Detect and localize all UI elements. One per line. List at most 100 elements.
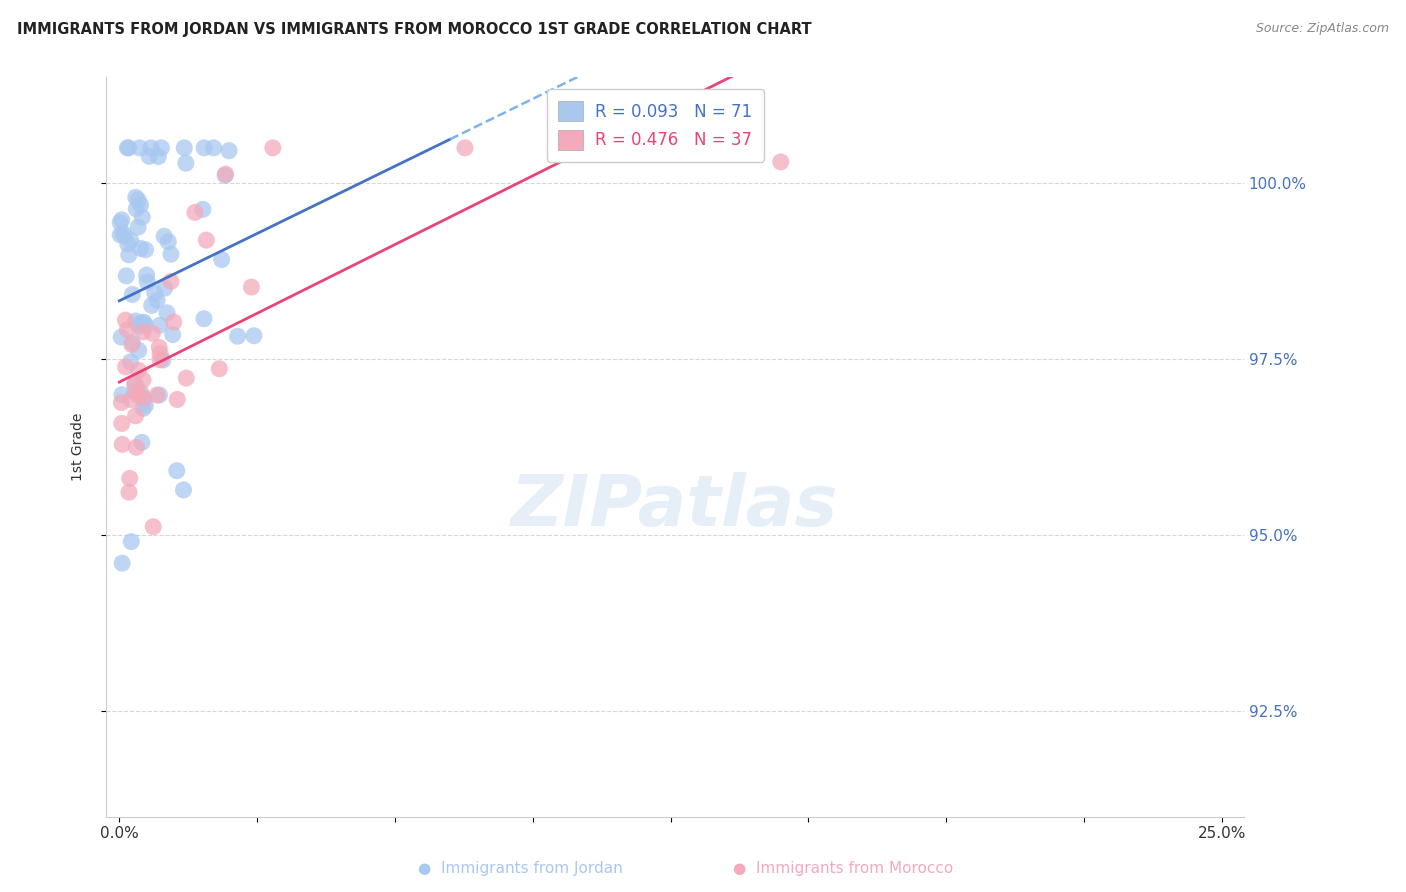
Point — [121, 337, 143, 351]
Point — [129, 241, 152, 255]
Point — [128, 319, 150, 334]
Point — [128, 363, 150, 377]
Point — [156, 306, 179, 320]
Point — [125, 202, 148, 216]
Point — [149, 352, 172, 367]
Point — [118, 471, 141, 485]
Point — [127, 220, 149, 235]
Point — [125, 440, 148, 454]
Point — [208, 361, 231, 376]
Point — [128, 343, 150, 358]
Point — [134, 398, 156, 412]
Point — [111, 226, 134, 240]
Point — [153, 281, 176, 295]
Point — [120, 233, 142, 247]
Point — [120, 355, 142, 369]
Point — [193, 141, 215, 155]
Point — [114, 313, 136, 327]
Point — [142, 519, 165, 533]
Point — [160, 274, 183, 288]
Point — [127, 193, 149, 207]
Text: ZIPatlas: ZIPatlas — [512, 472, 838, 541]
Point — [132, 315, 155, 329]
Point — [173, 141, 195, 155]
Point — [166, 464, 188, 478]
Point — [131, 316, 153, 330]
Point — [149, 347, 172, 361]
Point — [134, 318, 156, 332]
Point — [769, 155, 792, 169]
Point — [111, 212, 134, 227]
Point — [214, 169, 236, 183]
Point — [121, 287, 143, 301]
Point — [120, 534, 142, 549]
Point — [121, 335, 143, 350]
Text: ●  Immigrants from Jordan: ● Immigrants from Jordan — [418, 861, 623, 876]
Point — [115, 268, 138, 283]
Point — [124, 409, 146, 423]
Point — [124, 314, 146, 328]
Point — [131, 435, 153, 450]
Point — [124, 377, 146, 392]
Text: IMMIGRANTS FROM JORDAN VS IMMIGRANTS FROM MOROCCO 1ST GRADE CORRELATION CHART: IMMIGRANTS FROM JORDAN VS IMMIGRANTS FRO… — [17, 22, 811, 37]
Point — [226, 329, 249, 343]
Point — [117, 141, 139, 155]
Point — [110, 395, 132, 409]
Point — [108, 215, 131, 229]
Point — [214, 167, 236, 181]
Point — [138, 149, 160, 163]
Point — [160, 247, 183, 261]
Point — [108, 227, 131, 242]
Point — [111, 387, 134, 401]
Point — [148, 341, 170, 355]
Point — [132, 392, 155, 406]
Point — [127, 388, 149, 402]
Point — [173, 483, 195, 497]
Text: Source: ZipAtlas.com: Source: ZipAtlas.com — [1256, 22, 1389, 36]
Point — [136, 275, 159, 289]
Point — [150, 141, 173, 155]
Point — [118, 485, 141, 500]
Point — [128, 141, 150, 155]
Text: ●  Immigrants from Morocco: ● Immigrants from Morocco — [734, 861, 953, 876]
Point — [120, 392, 142, 407]
Point — [166, 392, 188, 407]
Point — [114, 359, 136, 374]
Point — [112, 228, 135, 243]
Point — [202, 141, 225, 155]
Point — [111, 556, 134, 570]
Point — [195, 233, 218, 247]
Point — [143, 286, 166, 301]
Point — [240, 280, 263, 294]
Point — [131, 210, 153, 224]
Point — [153, 229, 176, 244]
Point — [157, 235, 180, 249]
Point — [184, 205, 207, 219]
Point — [148, 150, 170, 164]
Point — [118, 248, 141, 262]
Point — [132, 325, 155, 339]
Point — [124, 377, 146, 392]
Point — [124, 384, 146, 399]
Point — [111, 417, 134, 431]
Point — [174, 156, 197, 170]
Point — [132, 373, 155, 387]
Point — [262, 141, 284, 155]
Point — [110, 330, 132, 344]
Point — [134, 243, 156, 257]
Point — [243, 328, 266, 343]
Point — [218, 144, 240, 158]
Point — [149, 318, 172, 333]
Point — [174, 371, 197, 385]
Point — [125, 190, 148, 204]
Point — [129, 385, 152, 400]
Point — [132, 392, 155, 406]
Point — [162, 327, 184, 342]
Point — [191, 202, 214, 217]
Point — [128, 385, 150, 400]
Point — [129, 198, 152, 212]
Point — [139, 141, 162, 155]
Point — [148, 388, 170, 402]
Y-axis label: 1st Grade: 1st Grade — [72, 413, 86, 481]
Point — [454, 141, 477, 155]
